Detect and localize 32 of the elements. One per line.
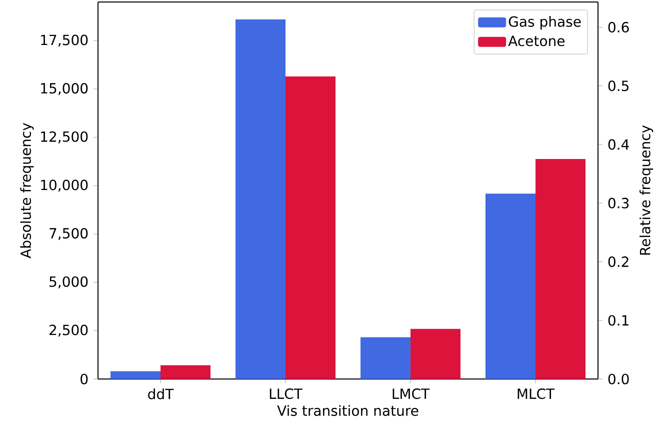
bar <box>536 158 586 379</box>
x-axis-title: Vis transition nature <box>277 405 418 416</box>
y-tick-label: 0 <box>80 374 88 384</box>
bar <box>236 19 286 379</box>
y2-tick-label: 0.0 <box>608 374 629 384</box>
y-tick-label: 17,500 <box>41 34 88 47</box>
bar <box>410 328 461 379</box>
y2-tick-label: 0.2 <box>608 256 628 268</box>
x-tick-label: MLCT <box>518 388 555 400</box>
y-tick-label: 10,000 <box>41 180 88 192</box>
y2-tick-label: 0.1 <box>608 315 628 326</box>
legend-label: Gas phase <box>508 16 581 30</box>
x-tick-label: LMCT <box>392 388 430 400</box>
x-tick-label: LLCT <box>270 388 302 400</box>
bar <box>286 76 336 379</box>
y2-tick-label: 0.3 <box>608 198 629 208</box>
y-axis-title: Absolute frequency <box>20 122 34 258</box>
bar <box>160 365 211 379</box>
y2-axis-title: Relative frequency <box>640 125 654 255</box>
y-tick-label: 5,000 <box>50 276 88 288</box>
y2-tick-label: 0.5 <box>608 80 628 92</box>
bar <box>360 337 410 379</box>
legend-label: Acetone <box>508 36 565 46</box>
y-tick-label: 12,500 <box>41 131 88 144</box>
bar <box>110 371 160 379</box>
y-tick-label: 2,500 <box>50 324 88 337</box>
y2-tick-label: 0.6 <box>608 22 629 33</box>
y2-tick-label: 0.4 <box>608 139 629 150</box>
y-tick-label: 15,000 <box>41 82 88 96</box>
bar <box>486 194 536 379</box>
y-tick-label: 7,500 <box>50 228 88 240</box>
x-tick-label: ddT <box>148 388 174 400</box>
